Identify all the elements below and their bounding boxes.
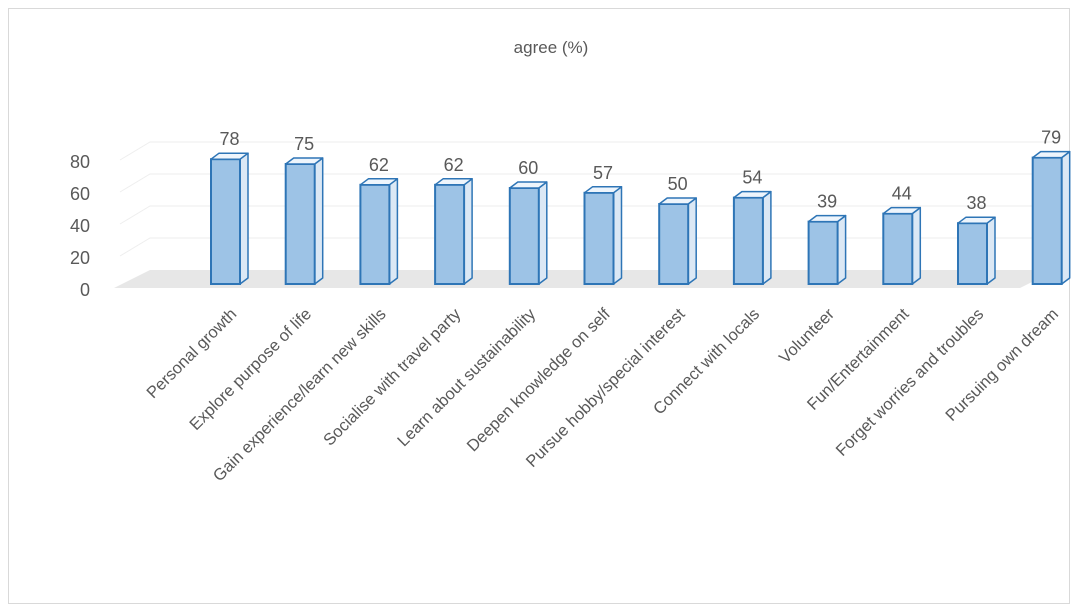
x-tick-label: Forget worries and troubles bbox=[833, 305, 988, 460]
bar-front bbox=[732, 196, 764, 286]
bar-side bbox=[463, 178, 473, 285]
bars bbox=[210, 150, 1071, 286]
y-tick-label: 40 bbox=[70, 216, 90, 236]
bar-front bbox=[359, 183, 391, 285]
grid-line bbox=[119, 141, 1056, 161]
bar-front bbox=[583, 191, 615, 285]
bar-top bbox=[1031, 150, 1071, 159]
x-tick-label: Learn about sustainability bbox=[394, 305, 540, 451]
bar-top bbox=[733, 190, 772, 199]
bar bbox=[284, 157, 324, 285]
bar-front bbox=[882, 212, 914, 286]
x-tick-label: Pursue hobby/special interest bbox=[523, 305, 689, 471]
x-tick-label: Explore purpose of life bbox=[186, 305, 315, 434]
bar-side bbox=[762, 190, 772, 285]
bar-side bbox=[687, 197, 697, 285]
bar bbox=[508, 181, 548, 285]
bar-front bbox=[1031, 156, 1063, 286]
data-label: 50 bbox=[668, 174, 688, 194]
chart-title: agree (%) bbox=[514, 38, 589, 57]
bar bbox=[359, 178, 399, 285]
bar bbox=[434, 178, 473, 285]
bar-front bbox=[807, 220, 839, 286]
bar-front bbox=[210, 158, 241, 285]
bar-side bbox=[388, 178, 399, 285]
bar-front bbox=[434, 183, 466, 285]
bar-side bbox=[911, 206, 922, 285]
bar-front bbox=[658, 203, 690, 285]
y-tick-label: 20 bbox=[70, 248, 90, 268]
bar-top bbox=[882, 206, 922, 215]
bar-top bbox=[210, 152, 249, 160]
y-tick-label: 60 bbox=[70, 184, 90, 204]
y-tick-label: 0 bbox=[80, 280, 90, 300]
bar-top bbox=[658, 197, 697, 205]
bar-side bbox=[1060, 150, 1071, 285]
data-labels: 78 75 62 62 60 57 50 54 39 44 38 79 bbox=[219, 128, 1061, 214]
bar bbox=[807, 214, 847, 286]
data-label: 39 bbox=[817, 192, 837, 212]
bar-front bbox=[508, 187, 540, 285]
bar bbox=[732, 190, 772, 286]
bar bbox=[658, 197, 697, 285]
data-label: 62 bbox=[369, 155, 389, 175]
grid-line bbox=[119, 173, 1056, 193]
data-label: 60 bbox=[518, 158, 538, 178]
data-label: 57 bbox=[593, 163, 613, 183]
bar-side bbox=[836, 214, 847, 285]
bar bbox=[1031, 150, 1071, 286]
bar bbox=[583, 186, 623, 285]
bar-side bbox=[538, 181, 548, 285]
chart-frame bbox=[8, 8, 1070, 604]
bar-top bbox=[583, 186, 623, 194]
bar-side bbox=[239, 152, 249, 285]
data-label: 62 bbox=[444, 155, 464, 175]
x-tick-label: Volunteer bbox=[776, 305, 838, 367]
bar-top bbox=[359, 178, 399, 186]
bar-front bbox=[284, 163, 316, 285]
data-label: 79 bbox=[1041, 128, 1061, 148]
bar-top bbox=[434, 178, 473, 186]
bar bbox=[210, 152, 249, 285]
x-tick-label: Socialise with travel party bbox=[320, 305, 465, 450]
bar-side bbox=[313, 157, 324, 285]
data-label: 38 bbox=[966, 193, 986, 213]
bar bbox=[882, 206, 922, 286]
bar-side bbox=[986, 216, 996, 285]
y-tick-label: 80 bbox=[70, 152, 90, 172]
x-tick-label: Deepen knowledge on self bbox=[464, 305, 615, 456]
bar-side bbox=[612, 186, 623, 285]
data-label: 44 bbox=[892, 184, 912, 204]
data-label: 54 bbox=[742, 168, 762, 188]
y-axis-ticks: 0 20 40 60 80 bbox=[70, 152, 90, 300]
bar-top bbox=[957, 216, 996, 224]
bar-top bbox=[284, 157, 324, 165]
bar bbox=[957, 216, 996, 285]
data-label: 75 bbox=[294, 134, 314, 154]
bar-front bbox=[957, 222, 988, 285]
data-label: 78 bbox=[219, 129, 239, 149]
bar-top bbox=[509, 181, 548, 189]
bar-top bbox=[807, 214, 847, 223]
